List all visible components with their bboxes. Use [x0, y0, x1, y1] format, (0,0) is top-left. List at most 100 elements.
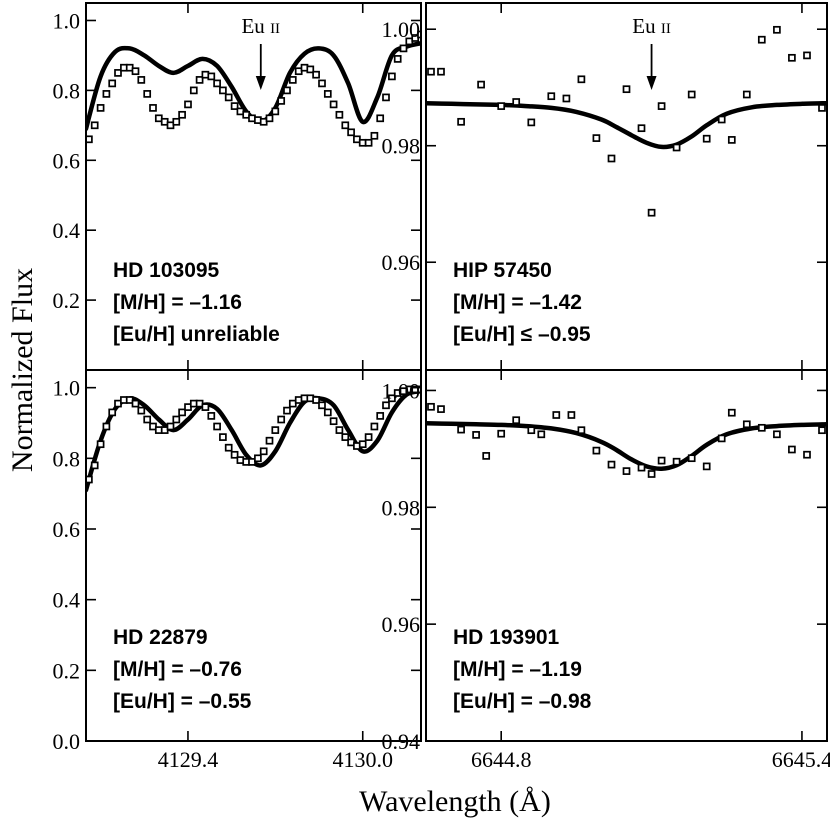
europium-label: [Eu/H] = –0.98: [453, 690, 592, 713]
observed-data-point: [773, 430, 781, 439]
observed-data-point: [219, 433, 227, 441]
observed-data-point: [527, 118, 536, 127]
observed-data-point: [757, 423, 766, 432]
observed-data-point: [527, 426, 536, 435]
plot-area: [86, 385, 421, 493]
observed-data-point: [96, 104, 105, 112]
observed-data-point: [271, 107, 280, 116]
observed-data-point: [364, 433, 373, 441]
eu-ii-marker-label: Eu II: [632, 14, 671, 38]
observed-data-point: [376, 114, 385, 123]
observed-data-point: [137, 406, 146, 415]
observed-data-point: [230, 450, 239, 459]
observed-data-point: [803, 51, 811, 60]
observed-data-point: [318, 79, 326, 88]
observed-data-point: [552, 411, 561, 419]
observed-data-point: [271, 426, 280, 434]
observed-data-point: [335, 426, 344, 434]
observed-data-point: [742, 420, 751, 429]
observed-data-point: [437, 405, 445, 413]
observed-data-point: [592, 134, 601, 142]
observed-data-point: [717, 115, 726, 124]
y-tick-label: 0.4: [53, 218, 81, 243]
observed-data-point: [607, 154, 616, 163]
y-tick-label: 1.00: [382, 378, 421, 403]
observed-data-point: [102, 90, 111, 98]
observed-data-point: [172, 415, 181, 424]
panel-frame: [425, 2, 828, 371]
observed-data-point: [672, 143, 681, 152]
x-axis-title: Wavelength (Å): [359, 785, 551, 818]
observed-data-point: [184, 100, 192, 109]
observed-data-point: [201, 403, 210, 411]
observed-data-point: [472, 431, 480, 439]
observed-data-point: [672, 457, 681, 466]
observed-data-point: [417, 385, 421, 394]
arrow-head-icon: [646, 76, 657, 90]
observed-data-point: [137, 76, 146, 84]
observed-data-point: [427, 402, 435, 411]
observed-data-point: [702, 462, 711, 471]
observed-data-point: [288, 76, 297, 84]
panel-frame: [425, 369, 828, 742]
observed-data-point: [149, 104, 157, 112]
observed-data-point: [283, 86, 291, 95]
arrow-head-icon: [255, 76, 266, 90]
observed-data-point: [382, 401, 390, 410]
observed-data-point: [622, 467, 631, 475]
observed-data-point: [657, 456, 666, 465]
observed-data-point: [341, 433, 350, 441]
observed-data-point: [254, 454, 262, 463]
observed-data-point: [102, 422, 111, 431]
metallicity-label: [M/H] = –1.16: [113, 291, 242, 314]
europium-label: [Eu/H] unreliable: [113, 323, 280, 346]
observed-data-point: [172, 117, 181, 126]
y-tick-label: 0.6: [53, 148, 81, 173]
observed-data-point: [283, 406, 291, 415]
observed-data-point: [277, 415, 286, 424]
y-axis-title: Normalized Flux: [6, 268, 39, 472]
plot-area: [86, 30, 421, 147]
observed-data-point: [803, 450, 811, 459]
y-tick-label: 0.0: [53, 729, 81, 754]
observed-data-point: [417, 30, 421, 39]
y-tick-label: 0.98: [382, 495, 421, 520]
y-tick-label: 1.0: [53, 8, 81, 33]
observed-data-point: [393, 55, 402, 63]
metallicity-label: [M/H] = –1.42: [453, 291, 582, 314]
observed-data-point: [213, 422, 221, 431]
observed-data-point: [382, 93, 390, 102]
observed-data-point: [437, 67, 445, 76]
y-tick-label: 0.4: [53, 588, 81, 613]
observed-data-point: [497, 102, 506, 110]
y-tick-label: 0.98: [382, 134, 421, 159]
observed-data-point: [727, 408, 736, 417]
observed-data-point: [143, 90, 152, 98]
x-tick-label: 4129.4: [158, 747, 219, 772]
observed-data-point: [592, 446, 601, 455]
observed-data-point: [637, 124, 646, 133]
metallicity-label: [M/H] = –1.19: [453, 658, 582, 681]
observed-data-point: [207, 72, 216, 81]
observed-data-point: [329, 100, 338, 109]
plot-area: [426, 25, 827, 217]
observed-data-point: [657, 102, 666, 110]
panel-top-left: 0.2 0.4 0.6 0.8 1.0 Eu II HD 103095 [M/H] = –1.…: [53, 2, 422, 371]
observed-data-point: [224, 93, 233, 102]
eu-ii-marker-label: Eu II: [241, 14, 280, 38]
observed-data-point: [131, 67, 140, 76]
observed-data-point: [341, 121, 350, 130]
observed-data-point: [259, 447, 268, 456]
observed-data-point: [265, 114, 274, 123]
y-tick-label: 0.8: [53, 446, 81, 471]
observed-data-point: [607, 460, 616, 469]
observed-data-point: [512, 416, 521, 425]
observed-data-point: [482, 452, 491, 460]
observed-data-point: [687, 454, 696, 463]
observed-data-point: [323, 90, 332, 98]
observed-data-point: [108, 79, 117, 88]
star-name: HD 22879: [113, 626, 208, 649]
observed-data-point: [312, 396, 320, 404]
observed-data-point: [207, 412, 216, 420]
